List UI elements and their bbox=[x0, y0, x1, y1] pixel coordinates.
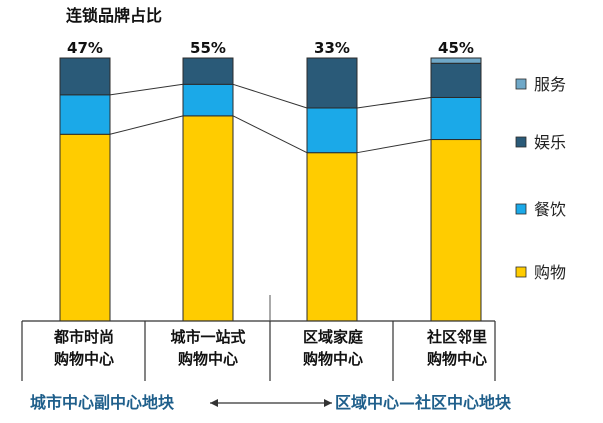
bar-percent-label: 47% bbox=[67, 39, 103, 57]
region-labels: 城市中心副中心地块 区域中心—社区中心地块 bbox=[30, 393, 512, 412]
bar-percent-label: 55% bbox=[190, 39, 226, 57]
category-label: 购物中心 bbox=[303, 350, 363, 368]
percent-labels: 47% 55% 33% 45% bbox=[67, 39, 474, 57]
bar-segment-购物 bbox=[59, 133, 111, 322]
arrow-right-icon bbox=[324, 399, 332, 407]
bar-segment-娱乐 bbox=[306, 57, 358, 109]
bar-segment-餐饮 bbox=[59, 94, 111, 135]
connector-line bbox=[109, 83, 184, 96]
category-label: 城市一站式 bbox=[170, 328, 245, 346]
legend-label: 娱乐 bbox=[534, 133, 566, 152]
bar-segment-餐饮 bbox=[306, 107, 358, 154]
connector-line bbox=[109, 115, 184, 135]
category-label: 购物中心 bbox=[54, 350, 114, 368]
category-label: 社区邻里 bbox=[426, 328, 487, 346]
connector-lines bbox=[109, 83, 432, 154]
connector-line bbox=[356, 96, 432, 109]
category-label: 购物中心 bbox=[178, 350, 238, 368]
legend-label: 购物 bbox=[534, 263, 566, 282]
connector-line bbox=[232, 115, 308, 154]
bar-segment-餐饮 bbox=[182, 83, 234, 117]
bar-percent-label: 33% bbox=[314, 39, 350, 57]
bar-segment-餐饮 bbox=[430, 96, 482, 141]
bar-segment-购物 bbox=[306, 152, 358, 322]
arrow-left-icon bbox=[210, 399, 218, 407]
legend-label: 餐饮 bbox=[534, 200, 566, 219]
bar-segment-娱乐 bbox=[182, 57, 234, 85]
region-label-left: 城市中心副中心地块 bbox=[30, 393, 175, 412]
bar-segment-娱乐 bbox=[430, 62, 482, 98]
legend-swatch bbox=[515, 78, 527, 90]
legend-swatch bbox=[515, 136, 527, 148]
chart-title: 连锁品牌占比 bbox=[66, 6, 162, 25]
category-axis bbox=[21, 295, 496, 381]
category-label: 都市时尚 bbox=[53, 328, 114, 346]
legend-label: 服务 bbox=[534, 75, 566, 94]
bar-percent-label: 45% bbox=[438, 39, 474, 57]
bar-segment-购物 bbox=[430, 139, 482, 322]
bar-segment-购物 bbox=[182, 115, 234, 322]
bars bbox=[59, 57, 482, 322]
category-label: 购物中心 bbox=[427, 350, 487, 368]
bar-segment-娱乐 bbox=[59, 57, 111, 96]
connector-line bbox=[356, 139, 432, 154]
legend-swatch bbox=[515, 266, 527, 278]
bar-segment-服务 bbox=[430, 57, 482, 64]
legend-swatch bbox=[515, 203, 527, 215]
connector-line bbox=[232, 83, 308, 109]
region-label-right: 区域中心—社区中心地块 bbox=[335, 393, 512, 412]
category-label: 区域家庭 bbox=[303, 328, 364, 346]
